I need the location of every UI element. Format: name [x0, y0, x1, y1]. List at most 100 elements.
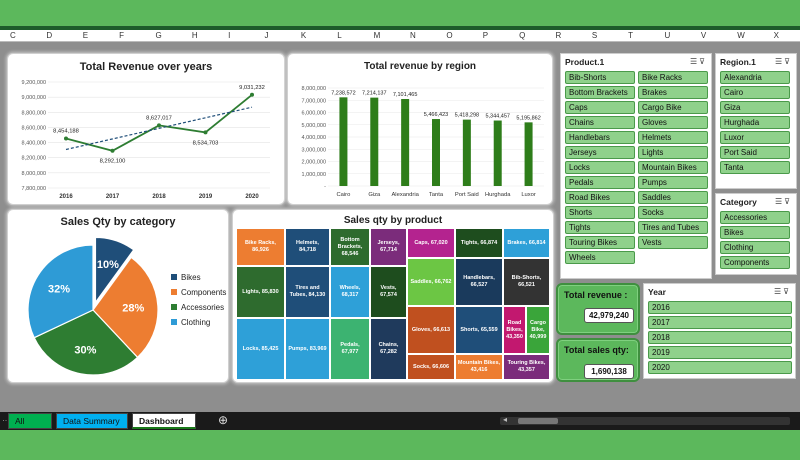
column-header[interactable]: P	[482, 31, 489, 40]
multiselect-icon[interactable]: ☰	[773, 287, 784, 296]
revenue-over-years-chart[interactable]: Total Revenue over years 9,200,000 9,000,…	[8, 54, 284, 204]
slicer-item[interactable]: Pumps	[638, 176, 708, 189]
column-header[interactable]: T	[628, 31, 634, 40]
y-tick-label: 8,000,000	[302, 86, 326, 92]
sheet-tab[interactable]: All Sales	[8, 413, 52, 440]
column-header[interactable]: C	[10, 31, 16, 40]
multiselect-icon[interactable]: ☰	[774, 57, 785, 66]
slicer-item[interactable]: Handlebars	[565, 131, 635, 144]
column-header[interactable]: H	[191, 31, 198, 40]
slicer-item[interactable]: Clothing	[720, 241, 790, 254]
scroll-left-icon[interactable]: ◂	[503, 415, 508, 424]
slicer-item[interactable]: Caps	[565, 101, 635, 114]
qty-by-category-chart[interactable]: Sales Qty by category 10% 28% 30% 32% Bikes C…	[8, 210, 228, 382]
column-header[interactable]: M	[373, 31, 381, 40]
data-label: 8,292,100	[100, 159, 126, 165]
slicer-item[interactable]: Luxor	[720, 131, 790, 144]
slicer-item[interactable]: 2016	[648, 301, 792, 314]
ellipsis-icon[interactable]: …	[2, 414, 10, 423]
qty-by-product-treemap[interactable]: Sales qty by product Bike Racks, 86,926 H…	[233, 210, 553, 382]
treemap-tile: Bottom Brackets, 68,546	[330, 228, 370, 266]
slicer-item[interactable]: Helmets	[638, 131, 708, 144]
clear-filter-icon[interactable]: ⊽	[783, 287, 791, 296]
multiselect-icon[interactable]: ☰	[774, 197, 785, 206]
slicer-item[interactable]: Bib-Shorts	[565, 71, 635, 84]
slicer-item[interactable]: 2017	[648, 316, 792, 329]
slicer-item[interactable]: Tires and Tubes	[638, 221, 708, 234]
slicer-item[interactable]: Accessories	[720, 211, 790, 224]
slicer-controls: ☰⊽	[774, 287, 791, 296]
slicer-item[interactable]: Bike Racks	[638, 71, 708, 84]
column-header[interactable]: U	[664, 31, 671, 40]
scroll-thumb[interactable]	[518, 418, 558, 424]
treemap-tile: Locks, 85,425	[236, 318, 285, 380]
data-point	[157, 123, 161, 128]
column-header[interactable]: W	[737, 31, 745, 40]
slicer-item[interactable]: Lights	[638, 146, 708, 159]
y-tick-label: 4,000,000	[302, 135, 326, 141]
clear-filter-icon[interactable]: ⊽	[784, 57, 792, 66]
column-header[interactable]: O	[446, 31, 453, 40]
clear-filter-icon[interactable]: ⊽	[784, 197, 792, 206]
slicer-item[interactable]: Bottom Brackets	[565, 86, 635, 99]
multiselect-icon[interactable]: ☰	[689, 57, 700, 66]
data-label: 9,031,232	[239, 85, 265, 91]
data-point	[110, 148, 115, 153]
slicer-item[interactable]: Cairo	[720, 86, 790, 99]
slicer-item[interactable]: Bikes	[720, 226, 790, 239]
slicer-item[interactable]: Socks	[638, 206, 708, 219]
column-header[interactable]: S	[591, 31, 598, 40]
sheet-tab[interactable]: Data Summary	[56, 413, 128, 429]
legend-label: Bikes	[181, 273, 201, 282]
column-header[interactable]: D	[46, 31, 53, 40]
slicer-item[interactable]: Wheels	[565, 251, 635, 264]
region-slicer[interactable]: Region.1 ☰⊽ Alexandria Cairo Giza Hurghada L…	[715, 53, 797, 189]
slicer-item[interactable]: Jerseys	[565, 146, 635, 159]
slicer-item[interactable]: Vests	[638, 236, 708, 249]
slicer-item[interactable]: Brakes	[638, 86, 708, 99]
column-header[interactable]: K	[300, 31, 307, 40]
y-tick-label: 9,200,000	[22, 80, 46, 86]
treemap-tile: Bib-Shorts, 66,521	[503, 258, 550, 306]
slicer-item[interactable]: Tanta	[720, 161, 790, 174]
pie-slice	[94, 236, 135, 305]
sheet-tab[interactable]: Dashboard	[132, 413, 196, 429]
column-header[interactable]: Q	[519, 31, 526, 40]
column-header[interactable]: N	[410, 31, 416, 40]
category-slicer[interactable]: Category ☰⊽ Accessories Bikes Clothing Comp…	[715, 193, 797, 275]
slicer-item[interactable]: Components	[720, 256, 790, 269]
slicer-item[interactable]: Giza	[720, 101, 790, 114]
column-header[interactable]: V	[700, 31, 707, 40]
slicer-item[interactable]: Tights	[565, 221, 635, 234]
add-sheet-icon[interactable]: ⊕	[218, 413, 229, 427]
slicer-item[interactable]: Saddles	[638, 191, 708, 204]
slicer-item[interactable]: Cargo Bike	[638, 101, 708, 114]
slicer-item[interactable]: Pedals	[565, 176, 635, 189]
slicer-item[interactable]: 2019	[648, 346, 792, 359]
column-header[interactable]: L	[337, 31, 342, 40]
year-slicer[interactable]: Year ☰⊽ 2016 2017 2018 2019 2020	[643, 283, 796, 379]
column-header[interactable]: G	[155, 31, 162, 40]
column-header[interactable]: J	[264, 31, 269, 40]
slicer-item[interactable]: 2020	[648, 361, 792, 374]
column-header[interactable]: X	[773, 31, 779, 40]
column-header[interactable]: E	[82, 31, 89, 40]
slicer-item[interactable]: Road Bikes	[565, 191, 635, 204]
clear-filter-icon[interactable]: ⊽	[699, 57, 707, 66]
slicer-item[interactable]: Touring Bikes	[565, 236, 635, 249]
slicer-item[interactable]: 2018	[648, 331, 792, 344]
slicer-item[interactable]: Chains	[565, 116, 635, 129]
slicer-item[interactable]: Alexandria	[720, 71, 790, 84]
product-slicer[interactable]: Product.1 ☰⊽ Bib-Shorts Bike Racks Bottom …	[560, 53, 712, 279]
column-header[interactable]: R	[555, 31, 562, 40]
column-header[interactable]: F	[119, 31, 124, 40]
slicer-item[interactable]: Mountain Bikes	[638, 161, 708, 174]
revenue-by-region-chart[interactable]: Total revenue by region 8,000,000 7,000,0…	[288, 54, 552, 204]
column-header[interactable]: I	[228, 31, 231, 40]
slicer-item[interactable]: Port Said	[720, 146, 790, 159]
slicer-item[interactable]: Locks	[565, 161, 635, 174]
slicer-item[interactable]: Hurghada	[720, 116, 790, 129]
horizontal-scrollbar[interactable]: ◂	[500, 415, 790, 425]
slicer-item[interactable]: Gloves	[638, 116, 708, 129]
slicer-item[interactable]: Shorts	[565, 206, 635, 219]
